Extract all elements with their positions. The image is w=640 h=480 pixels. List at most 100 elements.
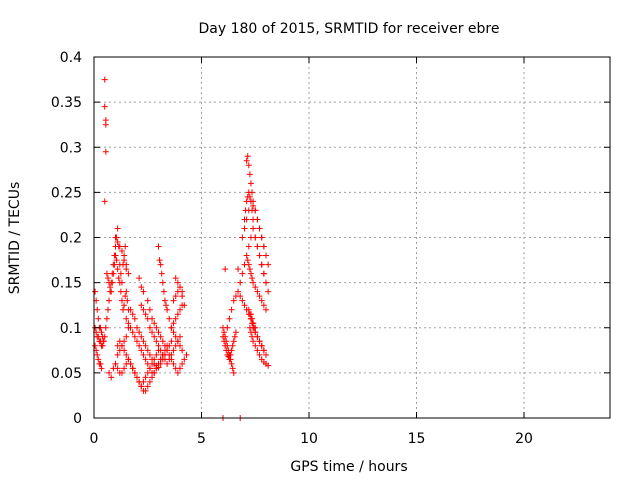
data-point	[159, 279, 166, 286]
data-point	[220, 333, 226, 340]
data-point	[153, 324, 160, 331]
data-point	[256, 351, 263, 358]
data-point	[174, 279, 181, 286]
data-point	[221, 329, 228, 336]
data-point	[103, 270, 110, 277]
data-point	[125, 356, 132, 363]
data-point	[121, 365, 128, 372]
data-point	[265, 288, 272, 295]
data-point	[252, 329, 259, 336]
data-point	[249, 275, 256, 282]
data-point	[159, 338, 166, 345]
data-point	[254, 347, 261, 354]
data-point	[222, 342, 229, 349]
data-point	[263, 252, 269, 259]
data-point	[243, 157, 250, 164]
data-point	[101, 76, 108, 83]
data-point	[252, 342, 259, 349]
data-point	[144, 383, 151, 390]
data-point	[138, 284, 145, 291]
data-point	[159, 351, 166, 358]
y-tick-label: 0	[73, 411, 82, 427]
data-point	[226, 315, 233, 322]
data-point	[101, 103, 108, 110]
data-point	[113, 257, 120, 264]
data-point	[151, 320, 158, 327]
data-point	[118, 342, 125, 349]
x-tick-label: 10	[300, 431, 318, 447]
data-point	[164, 360, 171, 367]
data-point	[146, 306, 153, 313]
data-point	[121, 302, 128, 309]
data-point	[111, 261, 118, 268]
data-point	[249, 315, 256, 322]
data-point	[263, 306, 269, 313]
data-point	[120, 306, 127, 313]
data-point	[95, 315, 102, 322]
data-point	[153, 351, 160, 358]
data-point	[131, 369, 138, 376]
data-point	[181, 356, 188, 363]
data-point	[229, 342, 236, 349]
data-point	[172, 275, 179, 282]
data-point	[114, 365, 121, 372]
data-point	[92, 288, 99, 295]
data-point	[151, 369, 158, 376]
data-point	[95, 333, 102, 340]
data-point	[131, 333, 138, 340]
data-point	[250, 198, 257, 205]
data-point	[229, 365, 236, 372]
data-point	[256, 225, 263, 232]
data-point	[170, 347, 177, 354]
data-point	[160, 288, 167, 295]
data-point	[183, 351, 190, 358]
data-point	[237, 293, 244, 300]
data-point	[117, 288, 124, 295]
data-point	[157, 347, 164, 354]
data-point	[251, 324, 258, 331]
data-point	[142, 374, 149, 381]
axis-ticks	[93, 56, 610, 419]
data-point	[260, 243, 267, 250]
data-point	[138, 347, 145, 354]
data-point	[168, 356, 175, 363]
data-point	[177, 365, 183, 372]
data-point	[227, 351, 234, 358]
data-point	[172, 333, 179, 340]
data-point	[140, 351, 147, 358]
data-point	[161, 297, 168, 304]
data-point	[172, 293, 179, 300]
data-point	[117, 270, 124, 277]
data-point	[142, 311, 149, 318]
data-point	[258, 342, 265, 349]
data-point	[140, 306, 147, 313]
data-point	[235, 288, 242, 295]
data-point	[246, 266, 253, 273]
data-point	[134, 324, 140, 331]
data-point	[247, 270, 254, 277]
data-point	[179, 360, 186, 367]
data-point	[114, 225, 121, 232]
data-point	[260, 302, 267, 309]
data-point	[265, 261, 272, 268]
data-point	[163, 302, 170, 309]
data-point	[140, 288, 147, 295]
data-point	[134, 338, 140, 345]
x-tick-label: 5	[197, 431, 206, 447]
data-point	[254, 216, 261, 223]
data-point	[155, 364, 162, 371]
data-point	[245, 306, 252, 313]
data-point	[129, 365, 136, 372]
data-point	[258, 234, 265, 241]
data-point	[104, 275, 111, 282]
data-point	[153, 338, 160, 345]
data-point	[230, 297, 237, 304]
data-point	[254, 243, 261, 250]
data-point	[260, 270, 267, 277]
data-point	[252, 284, 259, 291]
data-point	[98, 365, 105, 372]
data-point	[102, 324, 109, 331]
data-point	[170, 360, 177, 367]
data-point	[249, 189, 256, 196]
y-tick-label: 0.2	[60, 231, 82, 247]
